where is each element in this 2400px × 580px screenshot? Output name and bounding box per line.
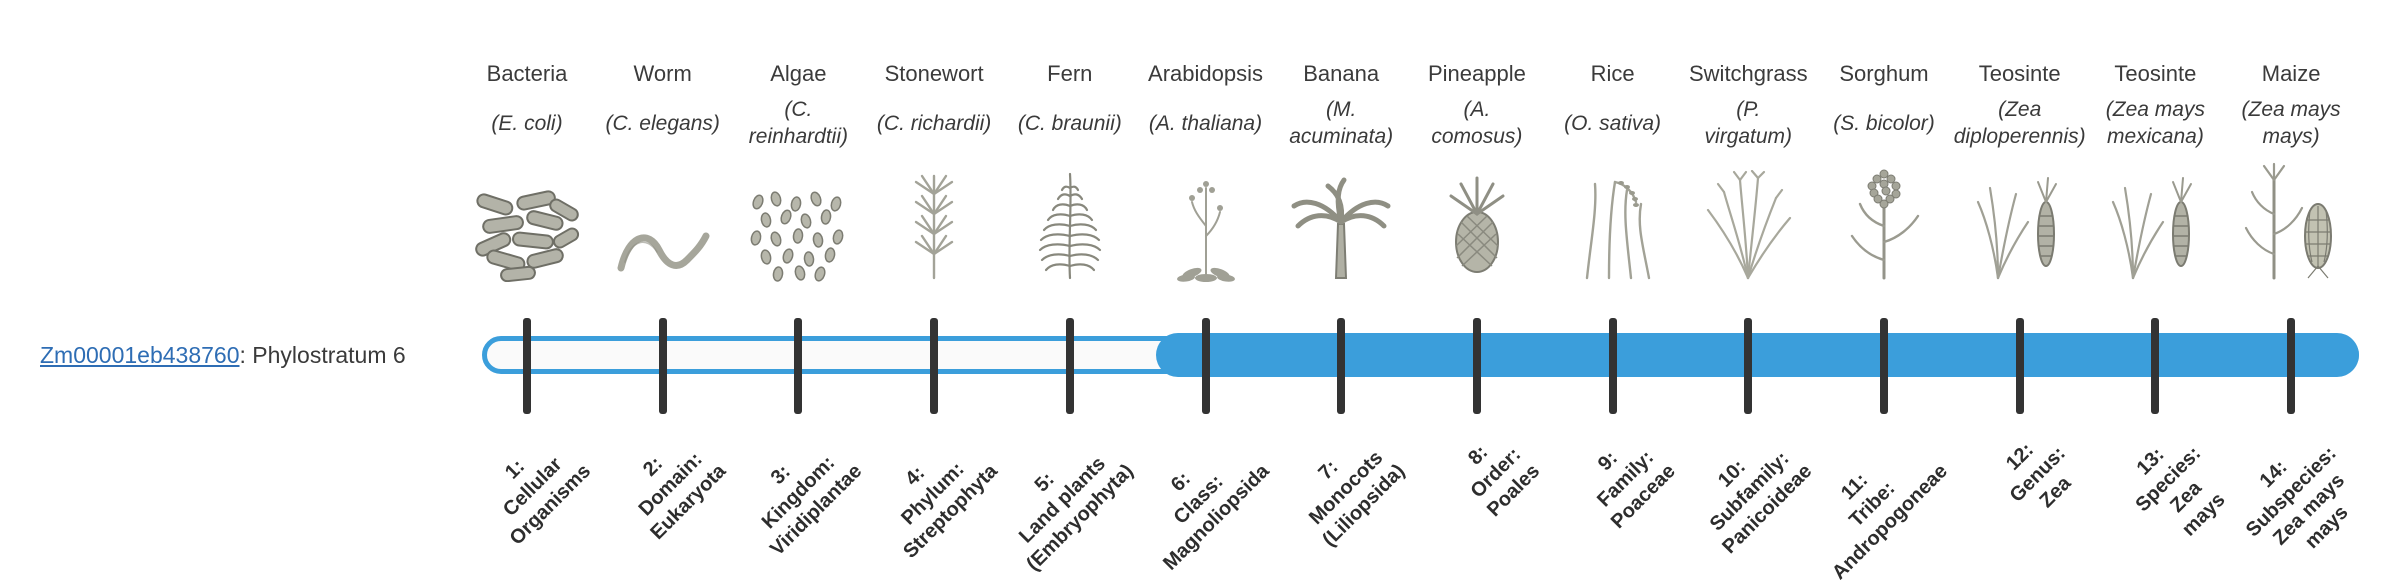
organism-scientific-name: (Zea mays mays): [2241, 98, 2341, 148]
organism-scientific-name: (C. richardii): [876, 111, 992, 135]
organism-common-name: Arabidopsis: [1148, 61, 1263, 86]
teosinte-icon: [1945, 158, 2095, 282]
stratum-label: 6: Class: Magnoliopsida: [1158, 460, 1274, 575]
gene-phylostratum-text: : Phylostratum 6: [239, 342, 406, 368]
gene-id-link[interactable]: Zm00001eb438760: [40, 342, 240, 368]
organism-column: Pineapple (A. comosus): [1402, 60, 1552, 282]
organism-scientific-name: (O. sativa): [1564, 111, 1662, 135]
organism-common-name: Rice: [1590, 61, 1635, 86]
organism-scientific-name: (C. braunii): [1017, 111, 1122, 135]
stratum-label: 14: Subspecies: Zea mays mays: [2242, 442, 2353, 554]
stratum-tick: [523, 318, 531, 414]
organism-column: Stonewort (C. richardii): [859, 60, 1009, 282]
organism-common-name: Banana: [1303, 61, 1380, 86]
stratum-tick: [794, 318, 803, 414]
stratum-tick: [930, 318, 939, 414]
organism-scientific-name: (E. coli): [491, 111, 563, 135]
stratum-label: 10: Subfamily: Panicoideae: [1705, 447, 1816, 559]
organism-common-name: Sorghum: [1839, 61, 1929, 86]
switchgrass-icon: [1673, 158, 1823, 282]
stratum-tick: [1065, 318, 1074, 414]
stratum-label: 5: Land plants (Embryophyta): [1014, 452, 1138, 576]
organism-scientific-name: (C. reinhardtii): [748, 98, 848, 148]
organism-scientific-name: (P. virgatum): [1704, 98, 1793, 148]
organism-column: Arabidopsis (A. thaliana): [1131, 60, 1281, 282]
organism-common-name: Pineapple: [1427, 61, 1526, 86]
maize-icon: [2216, 158, 2366, 282]
stratum-tick: [2151, 318, 2160, 414]
stonewort-icon: [859, 158, 1009, 282]
stratum-label: 13: Species: Zea mays: [2131, 442, 2230, 541]
stratum-label: 11: Tribe: Andropogoneae: [1827, 460, 1952, 580]
stratum-tick: [1744, 318, 1753, 414]
bacteria-icon: [452, 158, 602, 282]
stratum-label: 8: Order: Poales: [1464, 441, 1545, 522]
stratum-label: 4: Phylum: Streptophyta: [896, 458, 1002, 563]
phylostrata-bar-fill: [1155, 333, 2359, 377]
sorghum-icon: [1809, 158, 1959, 282]
rice-icon: [1538, 158, 1688, 282]
stratum-tick: [1337, 318, 1346, 414]
organism-common-name: Switchgrass: [1689, 61, 1808, 86]
organism-column: Fern (C. braunii): [995, 60, 1145, 282]
stratum-tick: [1608, 318, 1617, 414]
organism-column: Banana (M. acuminata): [1266, 60, 1416, 282]
worm-icon: [588, 158, 738, 282]
organism-scientific-name: (A. thaliana): [1148, 111, 1263, 135]
organism-scientific-name: (A. comosus): [1431, 98, 1523, 148]
stratum-tick: [1472, 318, 1481, 414]
organism-common-name: Teosinte: [2114, 61, 2197, 86]
organism-common-name: Teosinte: [1978, 61, 2061, 86]
organism-common-name: Bacteria: [486, 61, 568, 86]
stratum-label: 7: Monocots (Liliopsida): [1304, 446, 1409, 552]
organism-column: Teosinte (Zea diploperennis): [1945, 60, 2095, 282]
organism-column: Teosinte (Zea mays mexicana): [2080, 60, 2230, 282]
stratum-tick: [1880, 318, 1888, 414]
algae-icon: [723, 158, 873, 282]
stratum-label: 3: Kingdom: Viridiplantae: [757, 451, 867, 561]
fern-icon: [995, 158, 1145, 282]
arabidopsis-icon: [1131, 158, 1281, 282]
organism-column: Bacteria (E. coli): [452, 60, 602, 282]
organism-scientific-name: (Zea diploperennis): [1953, 98, 2086, 148]
organism-scientific-name: (C. elegans): [605, 111, 720, 135]
gene-label: Zm00001eb438760: Phylostratum 6: [40, 342, 406, 369]
organism-scientific-name: (S. bicolor): [1833, 111, 1935, 135]
banana-icon: [1266, 158, 1416, 282]
organism-column: Switchgrass (P. virgatum): [1673, 60, 1823, 282]
stratum-label: 9: Family: Poaceae: [1593, 446, 1681, 534]
stratum-tick: [1201, 318, 1210, 414]
teosinte-icon: [2080, 158, 2230, 282]
organism-column: Maize (Zea mays mays): [2216, 60, 2366, 282]
organism-common-name: Worm: [633, 61, 692, 86]
organism-common-name: Maize: [2261, 61, 2321, 86]
organism-common-name: Stonewort: [884, 61, 984, 86]
stratum-tick: [2287, 318, 2296, 414]
pineapple-icon: [1402, 158, 1552, 282]
organism-common-name: Fern: [1047, 61, 1093, 86]
stratum-tick: [658, 318, 667, 414]
stratum-label: 2: Domain: Eukaryota: [634, 448, 731, 545]
organism-scientific-name: (M. acuminata): [1289, 98, 1394, 148]
stratum-label: 1: Cellular Organisms: [498, 453, 595, 550]
organism-scientific-name: (Zea mays mexicana): [2105, 98, 2205, 148]
organism-column: Algae (C. reinhardtii): [723, 60, 873, 282]
organism-common-name: Algae: [770, 61, 827, 86]
organism-column: Rice (O. sativa): [1538, 60, 1688, 282]
organism-column: Sorghum (S. bicolor): [1809, 60, 1959, 282]
organism-column: Worm (C. elegans): [588, 60, 738, 282]
stratum-tick: [2015, 318, 2024, 414]
stratum-label: 12: Genus: Zea: [2001, 438, 2076, 513]
